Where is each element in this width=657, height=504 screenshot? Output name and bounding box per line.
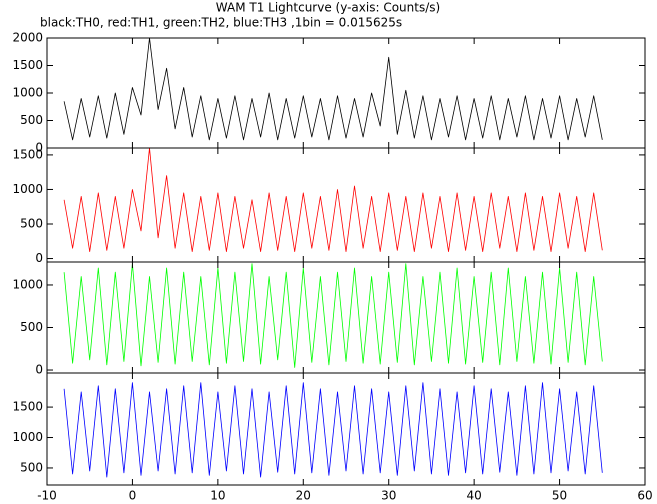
panel-frame <box>46 372 646 486</box>
y-tick-label: 0 <box>35 141 43 155</box>
x-tick-label: 10 <box>210 489 225 503</box>
y-tick-label: 1500 <box>12 58 43 72</box>
y-tick-label: 1500 <box>12 400 43 414</box>
y-tick-label: 500 <box>20 217 43 231</box>
x-tick-label: 30 <box>381 489 396 503</box>
y-tick-label: 1000 <box>12 430 43 444</box>
x-tick-label: 60 <box>637 489 652 503</box>
x-tick-label: -10 <box>37 489 57 503</box>
y-tick-label: 0 <box>35 363 43 377</box>
y-tick-label: 1000 <box>12 182 43 196</box>
x-tick-label: 20 <box>296 489 311 503</box>
x-tick-label: 40 <box>467 489 482 503</box>
panel-frame <box>46 147 646 263</box>
light-curve <box>63 382 603 478</box>
y-tick-label: 1000 <box>12 277 43 291</box>
panel-frame <box>46 37 646 149</box>
light-curve <box>63 37 603 141</box>
y-tick-label: 2000 <box>12 31 43 45</box>
y-tick-label: 0 <box>35 251 43 265</box>
chart-subtitle: black:TH0, red:TH1, green:TH2, blue:TH3 … <box>40 16 402 30</box>
x-tick-label: 0 <box>129 489 137 503</box>
y-tick-label: 1500 <box>12 147 43 161</box>
y-tick-label: 500 <box>20 320 43 334</box>
x-tick-label: 50 <box>552 489 567 503</box>
light-curve <box>63 263 603 368</box>
y-tick-label: 500 <box>20 113 43 127</box>
y-tick-label: 500 <box>20 460 43 474</box>
chart-title: WAM T1 Lightcurve (y-axis: Counts/s) <box>216 1 440 15</box>
light-curve <box>63 147 603 252</box>
y-tick-label: 1000 <box>12 86 43 100</box>
